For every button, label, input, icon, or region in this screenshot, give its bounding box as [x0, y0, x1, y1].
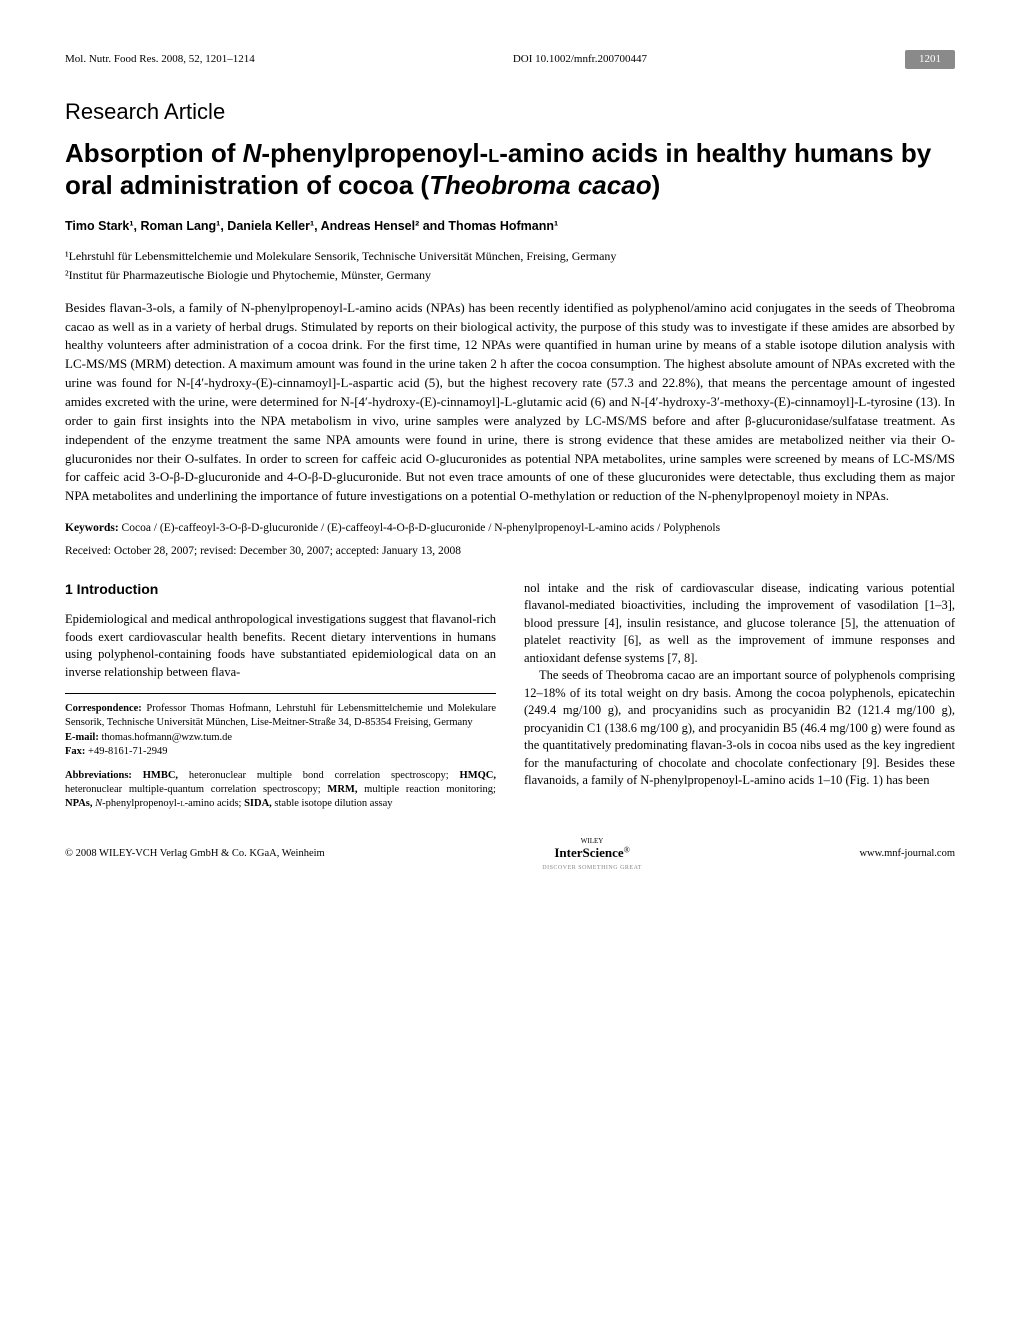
interscience-logo-block: WILEY InterScience® DISCOVER SOMETHING G…: [542, 835, 642, 871]
fax-label: Fax:: [65, 746, 85, 757]
fax-text: +49-8161-71-2949: [85, 746, 167, 757]
correspondence-block: Correspondence: Professor Thomas Hofmann…: [65, 702, 496, 759]
journal-reference: Mol. Nutr. Food Res. 2008, 52, 1201–1214: [65, 52, 255, 67]
running-header: Mol. Nutr. Food Res. 2008, 52, 1201–1214…: [65, 50, 955, 69]
keywords-label: Keywords:: [65, 522, 119, 534]
column-right: nol intake and the risk of cardiovascula…: [524, 580, 955, 812]
body-columns: 1 Introduction Epidemiological and medic…: [65, 580, 955, 812]
intro-paragraph-left: Epidemiological and medical anthropologi…: [65, 611, 496, 681]
abbreviations-label: Abbreviations:: [65, 770, 143, 781]
column-left: 1 Introduction Epidemiological and medic…: [65, 580, 496, 812]
journal-url: www.mnf-journal.com: [859, 847, 955, 861]
page-number-badge: 1201: [905, 50, 955, 69]
authors-line: Timo Stark¹, Roman Lang¹, Daniela Keller…: [65, 218, 955, 235]
copyright-text: © 2008 WILEY-VCH Verlag GmbH & Co. KGaA,…: [65, 847, 325, 861]
interscience-prefix: WILEY: [581, 837, 604, 845]
correspondence-label: Correspondence:: [65, 703, 142, 714]
interscience-brand: InterScience: [554, 845, 623, 860]
section-heading-introduction: 1 Introduction: [65, 580, 496, 600]
page-footer: © 2008 WILEY-VCH Verlag GmbH & Co. KGaA,…: [65, 835, 955, 871]
affiliation-2: ²Institut für Pharmazeutische Biologie u…: [65, 267, 955, 283]
abbreviations-block: Abbreviations: HMBC, heteronuclear multi…: [65, 769, 496, 812]
intro-paragraph-right-2: The seeds of Theobroma cacao are an impo…: [524, 667, 955, 790]
email-text: thomas.hofmann@wzw.tum.de: [99, 732, 232, 743]
keywords-line: Keywords: Cocoa / (E)-caffeoyl-3-O-β-D-g…: [65, 520, 955, 536]
intro-paragraph-right-1: nol intake and the risk of cardiovascula…: [524, 580, 955, 668]
email-label: E-mail:: [65, 732, 99, 743]
affiliation-1: ¹Lehrstuhl für Lebensmittelchemie und Mo…: [65, 248, 955, 264]
article-title: Absorption of N-phenylpropenoyl-l-amino …: [65, 137, 955, 202]
abstract-text: Besides flavan-3-ols, a family of N-phen…: [65, 299, 955, 506]
interscience-tagline: DISCOVER SOMETHING GREAT: [542, 865, 642, 871]
separator-rule: [65, 693, 496, 694]
doi: DOI 10.1002/mnfr.200700447: [513, 52, 647, 67]
keywords-text: Cocoa / (E)-caffeoyl-3-O-β-D-glucuronide…: [119, 522, 720, 534]
received-dates: Received: October 28, 2007; revised: Dec…: [65, 544, 955, 560]
article-type-label: Research Article: [65, 97, 955, 127]
